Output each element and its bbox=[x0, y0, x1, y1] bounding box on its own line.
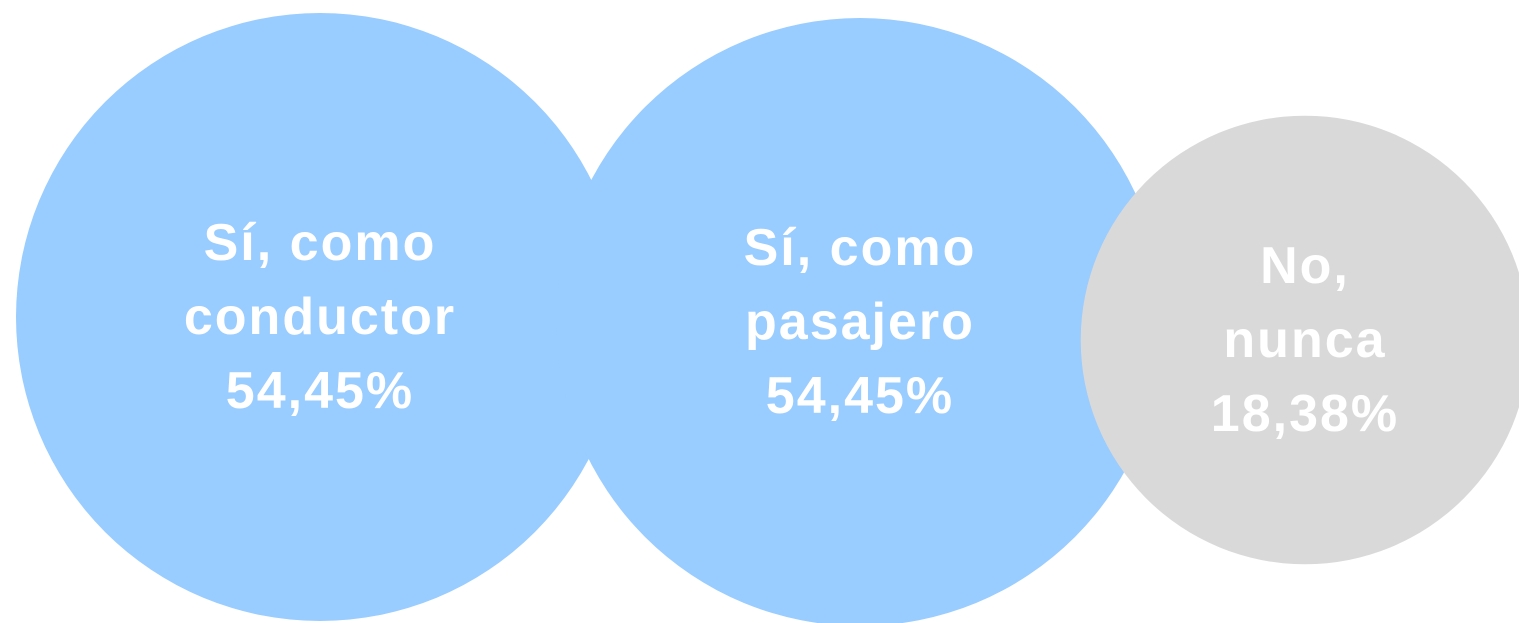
category-label: Sí, como pasajero bbox=[743, 218, 977, 351]
value-label: 54,45% bbox=[225, 361, 415, 420]
bubble-label: Sí, como conductor 54,45% bbox=[171, 74, 469, 560]
label-box: No, nunca 18,38% bbox=[1195, 161, 1415, 520]
value-label: 54,45% bbox=[765, 366, 955, 425]
bubble bbox=[556, 18, 1164, 623]
bubble bbox=[16, 13, 624, 621]
category-label: No, nunca bbox=[1223, 236, 1387, 369]
category-label: Sí, como conductor bbox=[183, 213, 457, 346]
label-box: Sí, como conductor 54,45% bbox=[171, 74, 469, 560]
bubble-label: Sí, como pasajero 54,45% bbox=[711, 79, 1009, 565]
bubble-label: No, nunca 18,38% bbox=[1195, 161, 1415, 520]
label-box: Sí, como pasajero 54,45% bbox=[711, 79, 1009, 565]
bubble bbox=[1080, 115, 1519, 565]
value-label: 18,38% bbox=[1210, 384, 1400, 443]
